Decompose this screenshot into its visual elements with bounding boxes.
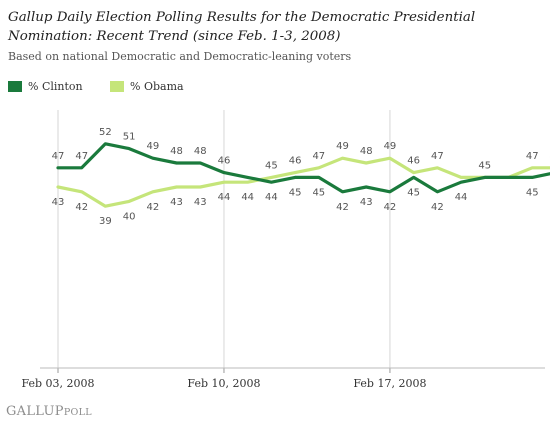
data-label-clinton: 51 <box>123 132 136 143</box>
data-label-obama: 48 <box>360 146 373 157</box>
data-label-clinton: 45 <box>526 187 539 198</box>
data-label-obama: 45 <box>265 160 278 171</box>
data-label-clinton: 45 <box>312 187 325 198</box>
chart-subtitle: Based on national Democratic and Democra… <box>8 50 352 63</box>
data-label-clinton: 43 <box>360 197 373 208</box>
footer-brand-large: GALLUP <box>6 404 64 419</box>
data-label-clinton: 47 <box>52 151 65 162</box>
data-label-clinton: 45 <box>289 187 302 198</box>
data-label-obama: 42 <box>146 202 159 213</box>
data-label-clinton: 48 <box>194 146 207 157</box>
data-label-obama: 47 <box>312 151 325 162</box>
data-label-obama: 49 <box>336 141 349 152</box>
series-line-obama <box>56 156 550 208</box>
legend-label-obama: % Obama <box>130 79 184 93</box>
legend-swatch-clinton <box>8 80 22 92</box>
data-label-obama: 39 <box>99 216 112 227</box>
x-tick-label: Feb 10, 2008 <box>187 377 260 390</box>
data-label-clinton: 42 <box>336 202 349 213</box>
data-label-clinton: 47 <box>75 151 88 162</box>
legend-label-clinton: % Clinton <box>28 79 83 93</box>
data-label-obama: 44 <box>241 192 254 203</box>
data-label-obama: 40 <box>123 211 136 222</box>
legend-item-clinton: % Clinton <box>8 78 83 94</box>
chart-title: Gallup Daily Election Polling Results fo… <box>8 10 476 44</box>
data-label-obama: 46 <box>289 156 302 167</box>
data-label-clinton: 46 <box>218 156 231 167</box>
data-label-obama: 43 <box>170 197 183 208</box>
data-label-obama: 49 <box>384 141 397 152</box>
x-tick-label: Feb 03, 2008 <box>21 377 94 390</box>
data-label-clinton: 44 <box>455 192 468 203</box>
data-label-clinton: 52 <box>99 127 112 138</box>
data-label-obama: 46 <box>407 156 420 167</box>
x-tick-label: Feb 17, 2008 <box>353 377 426 390</box>
legend-item-obama: % Obama <box>110 78 184 94</box>
data-label-obama: 43 <box>194 197 207 208</box>
data-label-obama: 42 <box>75 202 88 213</box>
legend-swatch-obama <box>110 80 124 92</box>
data-label-obama: 43 <box>52 197 65 208</box>
data-label-clinton: 42 <box>384 202 397 213</box>
data-label-clinton: 44 <box>265 192 278 203</box>
data-label-obama: 47 <box>431 151 444 162</box>
data-label-clinton: 42 <box>431 202 444 213</box>
data-label-obama: 45 <box>478 160 491 171</box>
footer-brand-small: POLL <box>63 407 92 418</box>
series-line-clinton <box>56 142 550 194</box>
data-label-clinton: 48 <box>170 146 183 157</box>
data-label-clinton: 49 <box>146 141 159 152</box>
data-label-obama: 47 <box>526 151 539 162</box>
data-label-clinton: 45 <box>407 187 420 198</box>
data-label-obama: 44 <box>218 192 231 203</box>
gallup-poll-logo: GALLUPPOLL <box>6 404 92 419</box>
